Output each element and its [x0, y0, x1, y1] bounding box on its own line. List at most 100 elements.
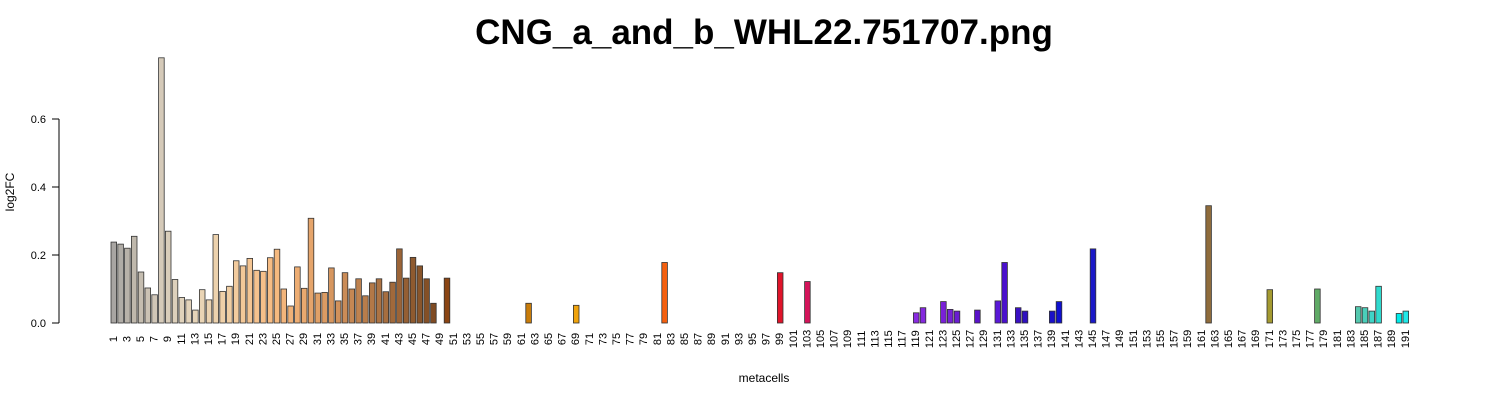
x-tick-label: 155 — [1155, 330, 1167, 348]
x-tick-label: 95 — [747, 333, 759, 345]
x-tick-label: 145 — [1087, 330, 1099, 348]
bar — [124, 247, 131, 324]
bar — [953, 310, 961, 324]
x-tick-label: 7 — [149, 336, 161, 342]
x-tick-label: 153 — [1141, 330, 1153, 348]
x-tick-label: 13 — [189, 333, 201, 345]
x-tick-label: 179 — [1318, 330, 1330, 348]
x-tick-label: 101 — [788, 330, 800, 348]
bar — [205, 299, 213, 324]
bar — [192, 309, 199, 324]
bar — [266, 257, 274, 324]
bar — [334, 300, 342, 324]
bar — [919, 307, 927, 324]
bar — [178, 297, 185, 324]
bar — [1001, 262, 1008, 324]
x-tick-label: 69 — [570, 333, 582, 345]
x-tick-label: 121 — [924, 330, 936, 348]
x-tick-label: 93 — [733, 333, 745, 345]
bar — [389, 281, 396, 324]
x-tick-label: 117 — [897, 330, 909, 348]
bar — [940, 301, 947, 324]
y-axis-label: log2FC — [3, 172, 17, 211]
x-tick-label: 127 — [965, 330, 977, 348]
bar — [185, 299, 192, 324]
x-tick-label: 27 — [285, 333, 297, 345]
x-tick-label: 55 — [475, 333, 487, 345]
x-tick-label: 73 — [597, 333, 609, 345]
bar — [260, 270, 267, 324]
x-tick-label: 25 — [271, 333, 283, 345]
x-tick-label: 115 — [883, 330, 895, 348]
x-tick-label: 77 — [625, 333, 637, 345]
x-tick-label: 31 — [312, 333, 324, 345]
x-tick-label: 165 — [1223, 330, 1235, 348]
bar — [117, 243, 124, 324]
bar — [416, 265, 423, 324]
x-tick-label: 15 — [203, 333, 215, 345]
bar — [348, 288, 355, 324]
bar — [947, 308, 954, 324]
bar — [239, 265, 247, 324]
x-tick-label: 19 — [230, 333, 242, 345]
bar — [1089, 248, 1097, 324]
x-tick-label: 147 — [1101, 330, 1113, 348]
bar — [280, 288, 287, 324]
bar — [1395, 313, 1403, 324]
bar — [321, 291, 328, 324]
x-tick-label: 139 — [1046, 330, 1058, 348]
x-tick-label: 87 — [693, 333, 705, 345]
bar — [1049, 310, 1056, 324]
bar — [158, 57, 165, 324]
x-tick-label: 119 — [910, 330, 922, 348]
bar — [253, 269, 260, 324]
x-tick-label: 61 — [516, 333, 528, 345]
bar — [804, 281, 811, 324]
bar — [137, 271, 145, 324]
x-tick-label: 169 — [1250, 330, 1262, 348]
bar — [1361, 307, 1369, 324]
bar — [661, 262, 668, 324]
x-axis-label: metacells — [739, 371, 790, 385]
x-tick-label: 71 — [584, 333, 596, 345]
x-tick-label: 89 — [706, 333, 718, 345]
bar — [212, 234, 219, 324]
bar — [1402, 310, 1409, 324]
bar — [219, 290, 226, 324]
bar — [171, 279, 179, 324]
bar — [423, 278, 430, 324]
bar — [300, 287, 308, 324]
bar — [198, 289, 206, 324]
bar — [1015, 307, 1022, 324]
x-tick-label: 107 — [829, 330, 841, 348]
bar — [382, 291, 389, 324]
bar — [1021, 310, 1029, 324]
x-tick-label: 129 — [978, 330, 990, 348]
y-tick-label: 0.2 — [31, 250, 46, 262]
x-tick-label: 151 — [1128, 330, 1140, 348]
x-tick-label: 37 — [353, 333, 365, 345]
x-tick-label: 3 — [121, 336, 133, 342]
x-tick-label: 167 — [1237, 330, 1249, 348]
x-tick-label: 65 — [543, 333, 555, 345]
bar — [1375, 285, 1382, 324]
x-tick-label: 23 — [257, 333, 269, 345]
x-tick-label: 157 — [1169, 330, 1181, 348]
x-tick-label: 29 — [298, 333, 310, 345]
bar — [994, 300, 1001, 324]
x-tick-label: 133 — [1005, 330, 1017, 348]
bar — [307, 217, 315, 324]
bar — [246, 257, 253, 324]
bar — [314, 292, 321, 324]
bar — [328, 267, 335, 324]
x-tick-label: 39 — [366, 333, 378, 345]
x-tick-label: 135 — [1019, 330, 1031, 348]
x-tick-label: 171 — [1264, 330, 1276, 348]
bar — [355, 278, 362, 324]
x-tick-label: 1 — [108, 336, 120, 342]
x-tick-label: 83 — [665, 333, 677, 345]
x-tick-label: 109 — [842, 330, 854, 348]
bar — [273, 248, 281, 324]
x-tick-label: 43 — [393, 333, 405, 345]
